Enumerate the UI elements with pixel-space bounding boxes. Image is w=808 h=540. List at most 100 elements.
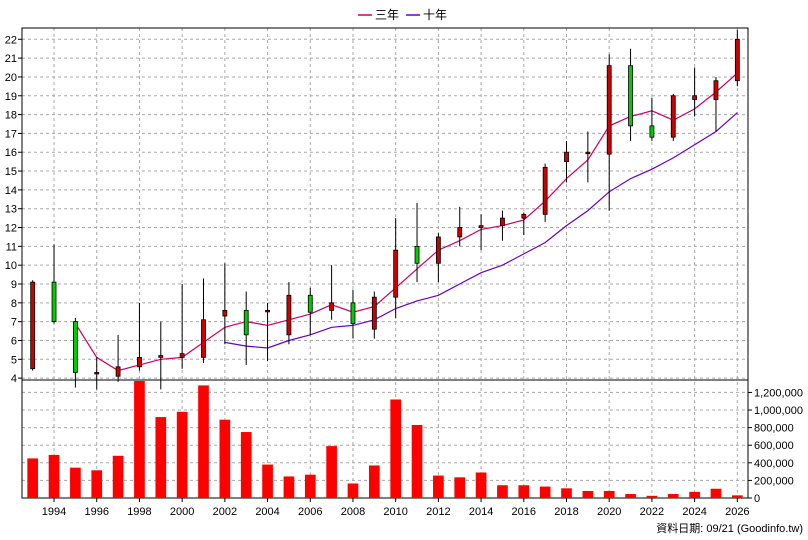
price-tick-label: 12: [5, 223, 17, 235]
candle-body: [30, 281, 36, 370]
candle-body: [670, 95, 676, 138]
price-tick-label: 18: [5, 110, 17, 122]
volume-bar: [518, 485, 530, 498]
candle-body: [158, 355, 164, 358]
year-tick-label: 1998: [127, 506, 151, 518]
candle-body: [371, 296, 377, 330]
candle-body: [243, 309, 249, 336]
candle-body: [201, 319, 206, 358]
price-tick-label: 6: [11, 335, 17, 347]
candle-body: [94, 372, 100, 375]
source-footer: 資料日期: 09/21 (Goodinfo.tw): [656, 521, 803, 535]
candle-body: [72, 321, 78, 373]
price-tick-label: 20: [5, 72, 17, 84]
volume-bar: [134, 381, 145, 498]
year-tick-label: 1994: [42, 506, 66, 518]
price-tick-label: 22: [5, 34, 17, 46]
year-tick-label: 2012: [426, 506, 450, 518]
price-tick-label: 11: [6, 241, 17, 253]
candle-body: [307, 294, 313, 313]
year-tick-label: 2016: [512, 506, 536, 518]
volume-bar: [454, 477, 466, 498]
candle-body: [222, 309, 228, 317]
price-tick-label: 15: [5, 166, 17, 178]
legend: 三年 十年: [358, 8, 447, 22]
volume-bar: [368, 465, 380, 498]
candle-body: [115, 366, 121, 377]
year-tick-label: 2020: [597, 506, 621, 518]
candle-body: [649, 125, 655, 138]
volume-bar: [390, 399, 402, 498]
year-tick-label: 2002: [213, 506, 237, 518]
volume-bar: [625, 494, 636, 498]
candle-body: [734, 38, 740, 82]
legend-label-ma-10y: 十年: [423, 8, 447, 22]
volume-tick-label: 800,000: [754, 423, 794, 435]
price-axis-ticks: 4 5 6 7 8 9 10 11 12 13 14 15 16 17 18 19 20 21 22: [5, 34, 22, 385]
candle-body: [414, 245, 420, 264]
candle-body: [265, 309, 270, 313]
volume-bar: [262, 464, 273, 498]
year-tick-label: 2018: [554, 506, 578, 518]
candle-body: [606, 65, 612, 155]
year-tick-label: 2006: [298, 506, 322, 518]
volume-bar: [411, 424, 423, 498]
price-tick-label: 13: [5, 204, 17, 216]
volume-bar: [70, 467, 81, 498]
volume-bar: [497, 485, 508, 498]
volume-tick-label: 0: [754, 493, 760, 505]
volume-bar: [561, 488, 572, 498]
volume-axis-ticks: 0 200,000 400,000 600,000 800,000 1,000,000 1,…: [748, 387, 803, 505]
volume-bar: [326, 446, 337, 498]
candle-body: [692, 95, 698, 100]
year-tick-label: 2014: [469, 506, 493, 518]
candle-body: [179, 353, 185, 358]
volume-bar: [347, 483, 359, 498]
volume-tick-label: 200,000: [754, 475, 794, 487]
price-tick-label: 9: [11, 279, 17, 291]
price-tick-label: 10: [5, 260, 17, 272]
year-tick-label: 2026: [725, 506, 749, 518]
candle-body: [137, 357, 142, 368]
price-tick-label: 5: [11, 354, 17, 366]
year-tick-label: 2000: [170, 506, 194, 518]
volume-bar: [176, 411, 188, 498]
volume-tick-label: 600,000: [754, 440, 794, 452]
year-tick-label: 2024: [682, 506, 706, 518]
x-axis-ticks: 1994 1996 1998 2000 2002 2004 2006 2008 2010 2012…: [42, 498, 750, 518]
ma-3y-series: [74, 72, 738, 372]
candles: [30, 29, 740, 390]
candle-body: [564, 151, 569, 163]
volume-bar: [219, 419, 231, 498]
candle-body: [628, 65, 633, 127]
volume-bar: [539, 486, 551, 498]
candle-body: [478, 225, 484, 228]
volume-bar: [283, 476, 295, 498]
volume-bar: [646, 495, 658, 498]
volume-bar: [433, 475, 444, 498]
price-tick-label: 14: [5, 185, 17, 197]
volume-bar: [112, 455, 124, 498]
price-tick-label: 8: [11, 298, 17, 310]
volume-bar: [475, 472, 487, 498]
price-tick-label: 19: [5, 91, 17, 103]
year-tick-label: 2008: [341, 506, 365, 518]
volume-bar: [582, 490, 594, 498]
volume-bar: [710, 488, 722, 498]
candle-body: [542, 166, 548, 215]
volume-bar: [48, 454, 60, 498]
volume-bar: [91, 470, 103, 498]
volume-bars: [27, 381, 743, 498]
price-tick-label: 17: [5, 128, 17, 140]
ma-3y-line: [74, 72, 738, 372]
price-tick-label: 4: [11, 373, 17, 385]
legend-label-ma-3y: 三年: [375, 8, 399, 22]
candle-body: [393, 249, 399, 298]
volume-panel-frame: [21, 379, 749, 499]
candle-body: [286, 294, 292, 336]
candle-body: [435, 236, 441, 264]
volume-bar: [27, 458, 39, 498]
volume-bar: [731, 495, 743, 498]
candle-body: [713, 80, 719, 100]
